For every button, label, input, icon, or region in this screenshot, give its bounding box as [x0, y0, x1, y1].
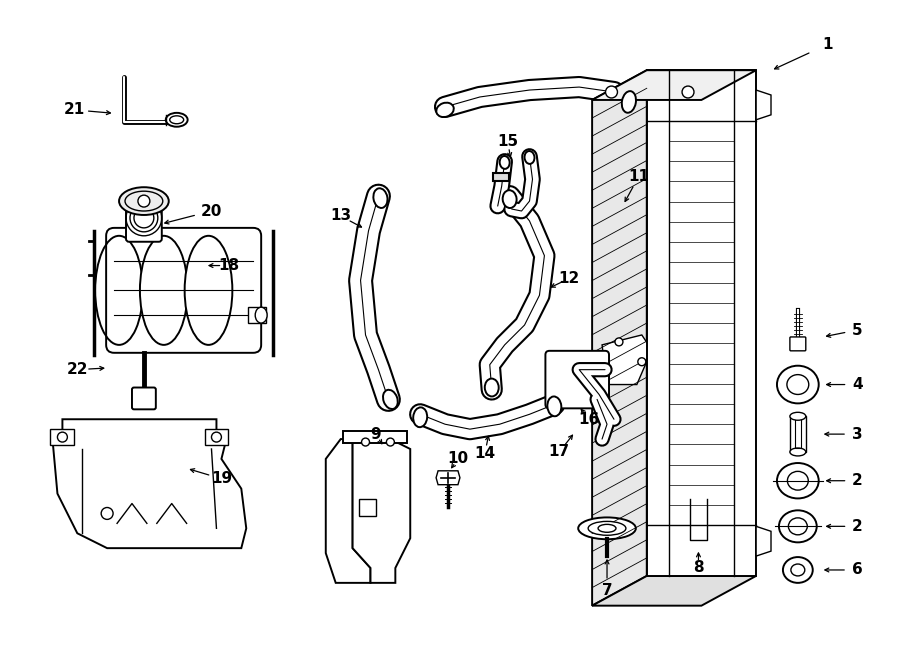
Ellipse shape [788, 471, 808, 490]
Text: 5: 5 [852, 323, 863, 338]
Bar [248, 307, 266, 323]
Ellipse shape [691, 522, 706, 530]
Polygon shape [353, 439, 410, 583]
Circle shape [58, 432, 68, 442]
Circle shape [615, 338, 623, 346]
Bar [50, 429, 75, 445]
Text: 12: 12 [559, 271, 580, 286]
Ellipse shape [95, 236, 143, 345]
Text: 19: 19 [211, 471, 232, 486]
Ellipse shape [689, 502, 707, 510]
Text: 4: 4 [852, 377, 863, 392]
Ellipse shape [374, 188, 388, 208]
Ellipse shape [783, 557, 813, 583]
Text: 7: 7 [602, 583, 612, 598]
Ellipse shape [777, 366, 819, 403]
Ellipse shape [598, 524, 616, 532]
Circle shape [682, 86, 694, 98]
Text: 1: 1 [823, 37, 832, 52]
Circle shape [606, 86, 617, 98]
FancyBboxPatch shape [132, 387, 156, 409]
Ellipse shape [787, 375, 809, 395]
Polygon shape [756, 526, 771, 556]
Polygon shape [436, 471, 460, 485]
Text: 9: 9 [370, 426, 381, 442]
Text: 10: 10 [447, 451, 469, 467]
Text: 17: 17 [549, 444, 570, 459]
Text: 3: 3 [852, 426, 863, 442]
Text: 21: 21 [64, 102, 85, 118]
Polygon shape [756, 90, 771, 120]
FancyBboxPatch shape [126, 198, 162, 242]
Polygon shape [592, 576, 756, 605]
Text: 8: 8 [693, 561, 704, 576]
Ellipse shape [791, 564, 805, 576]
Text: 20: 20 [201, 204, 222, 219]
Ellipse shape [256, 307, 267, 323]
Text: 2: 2 [852, 473, 863, 488]
Ellipse shape [779, 510, 816, 543]
Circle shape [212, 432, 221, 442]
Text: 18: 18 [219, 258, 240, 273]
Ellipse shape [689, 516, 707, 524]
Text: 22: 22 [67, 362, 88, 377]
Ellipse shape [119, 187, 168, 215]
Bar [492, 173, 508, 181]
FancyBboxPatch shape [790, 337, 806, 351]
Text: 6: 6 [852, 563, 863, 578]
Text: 16: 16 [579, 412, 599, 427]
Ellipse shape [578, 518, 635, 539]
Ellipse shape [525, 151, 535, 164]
Ellipse shape [547, 397, 562, 416]
Text: 14: 14 [474, 446, 495, 461]
Circle shape [638, 358, 646, 366]
Bar [790, 416, 806, 452]
Ellipse shape [691, 536, 706, 544]
Text: 15: 15 [497, 134, 518, 149]
Ellipse shape [500, 156, 509, 169]
Ellipse shape [790, 448, 806, 456]
Text: 11: 11 [628, 169, 649, 184]
Ellipse shape [622, 91, 636, 113]
Ellipse shape [788, 518, 807, 535]
Ellipse shape [777, 463, 819, 498]
FancyBboxPatch shape [545, 351, 609, 408]
Circle shape [101, 508, 113, 520]
Polygon shape [326, 439, 371, 583]
Text: 2: 2 [852, 519, 863, 534]
Bar [343, 431, 408, 443]
Ellipse shape [790, 412, 806, 420]
Ellipse shape [689, 529, 707, 537]
Ellipse shape [588, 522, 626, 535]
Polygon shape [592, 70, 647, 605]
Circle shape [362, 438, 370, 446]
Ellipse shape [166, 113, 187, 127]
Ellipse shape [691, 494, 706, 502]
Bar [204, 429, 229, 445]
Polygon shape [647, 70, 756, 576]
Ellipse shape [184, 236, 232, 345]
Ellipse shape [140, 236, 187, 345]
Ellipse shape [413, 407, 428, 427]
Text: 13: 13 [330, 208, 351, 223]
Ellipse shape [383, 390, 398, 409]
Ellipse shape [691, 508, 706, 516]
Bar [358, 498, 376, 516]
Ellipse shape [436, 102, 454, 117]
Circle shape [138, 195, 150, 207]
Ellipse shape [503, 190, 517, 208]
Polygon shape [592, 70, 756, 100]
Circle shape [386, 438, 394, 446]
Polygon shape [52, 419, 247, 548]
Ellipse shape [485, 379, 499, 397]
Polygon shape [602, 335, 652, 385]
